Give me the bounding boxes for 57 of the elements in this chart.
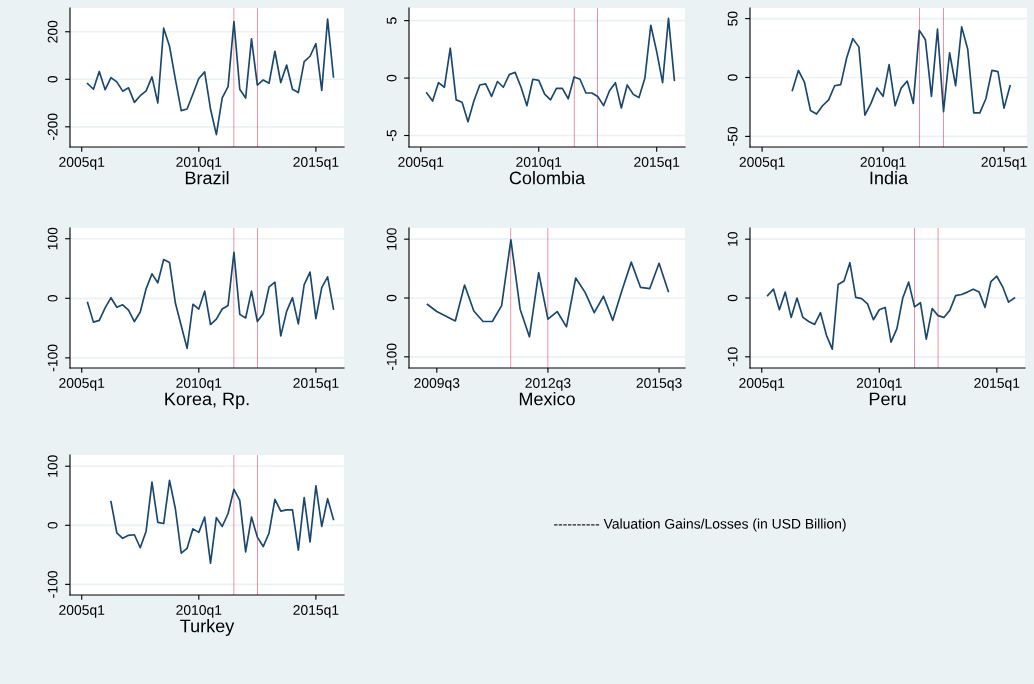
y-tick-label: 100 bbox=[47, 455, 58, 477]
line-series bbox=[425, 17, 676, 123]
line-series bbox=[110, 479, 335, 564]
y-tick-label: 0 bbox=[727, 74, 738, 81]
x-tick-label: 2010q1 bbox=[176, 378, 222, 391]
x-tick-label: 2005q1 bbox=[739, 378, 785, 391]
x-tick-label: 2010q1 bbox=[860, 157, 906, 170]
y-tick-label: -100 bbox=[47, 571, 58, 598]
y-tick-label: 0 bbox=[386, 74, 397, 82]
y-tick-label: 100 bbox=[47, 227, 58, 250]
x-tick-label: 2009q3 bbox=[414, 378, 460, 391]
x-tick-label: 2015q1 bbox=[974, 378, 1020, 391]
y-tick-label: -10 bbox=[727, 347, 738, 367]
y-tick-label: -100 bbox=[386, 343, 397, 371]
line-series bbox=[766, 261, 1016, 351]
y-tick-label: 0 bbox=[47, 294, 58, 302]
y-tick-label: 0 bbox=[386, 294, 397, 302]
x-tick-label: 2015q3 bbox=[636, 378, 682, 391]
x-axis-title: Korea, Rp. bbox=[165, 392, 249, 409]
text: ---------- Valuation Gains/Losses (in USD Billion) bbox=[554, 518, 846, 532]
x-tick-label: 2005q1 bbox=[398, 157, 444, 170]
line-series bbox=[86, 18, 335, 136]
x-tick-label: 2012q3 bbox=[525, 378, 571, 391]
x-tick-label: 2005q1 bbox=[739, 157, 785, 170]
x-tick-label: 2015q1 bbox=[981, 157, 1027, 170]
x-tick-label: 2015q1 bbox=[293, 605, 339, 618]
y-tick-label: 200 bbox=[47, 20, 58, 43]
x-tick-label: 2010q1 bbox=[176, 605, 222, 618]
x-axis-title: Colombia bbox=[509, 171, 586, 185]
line-series bbox=[86, 251, 335, 350]
x-tick-label: 2005q1 bbox=[59, 605, 105, 618]
x-axis-title: India bbox=[870, 171, 909, 185]
x-axis-title: Mexico bbox=[519, 392, 575, 406]
x-tick-label: 2010q1 bbox=[176, 157, 222, 170]
y-tick-label: 10 bbox=[727, 231, 738, 246]
y-tick-label: -50 bbox=[727, 126, 738, 146]
y-tick-label: -5 bbox=[386, 129, 397, 142]
x-axis-title: Turkey bbox=[180, 619, 235, 636]
y-tick-label: -100 bbox=[47, 344, 58, 372]
x-tick-label: 2010q1 bbox=[516, 157, 562, 170]
y-tick-label: 0 bbox=[47, 521, 58, 529]
x-axis-title: Brazil bbox=[185, 171, 229, 185]
x-tick-label: 2010q1 bbox=[856, 378, 902, 391]
y-tick-label: 100 bbox=[386, 228, 397, 250]
x-axis-title: Peru bbox=[869, 392, 906, 406]
y-tick-label: 50 bbox=[727, 11, 738, 26]
line-series bbox=[791, 26, 1011, 117]
x-tick-label: 2015q1 bbox=[293, 378, 339, 391]
x-tick-label: 2015q1 bbox=[293, 157, 339, 170]
y-tick-label: 0 bbox=[47, 75, 58, 83]
line-series bbox=[426, 238, 670, 338]
y-tick-label: 5 bbox=[386, 17, 397, 24]
y-tick-label: -200 bbox=[47, 113, 58, 141]
y-tick-label: 0 bbox=[727, 294, 738, 302]
x-tick-label: 2015q1 bbox=[634, 157, 680, 170]
x-tick-label: 2005q1 bbox=[59, 378, 105, 391]
x-tick-label: 2005q1 bbox=[59, 157, 105, 170]
